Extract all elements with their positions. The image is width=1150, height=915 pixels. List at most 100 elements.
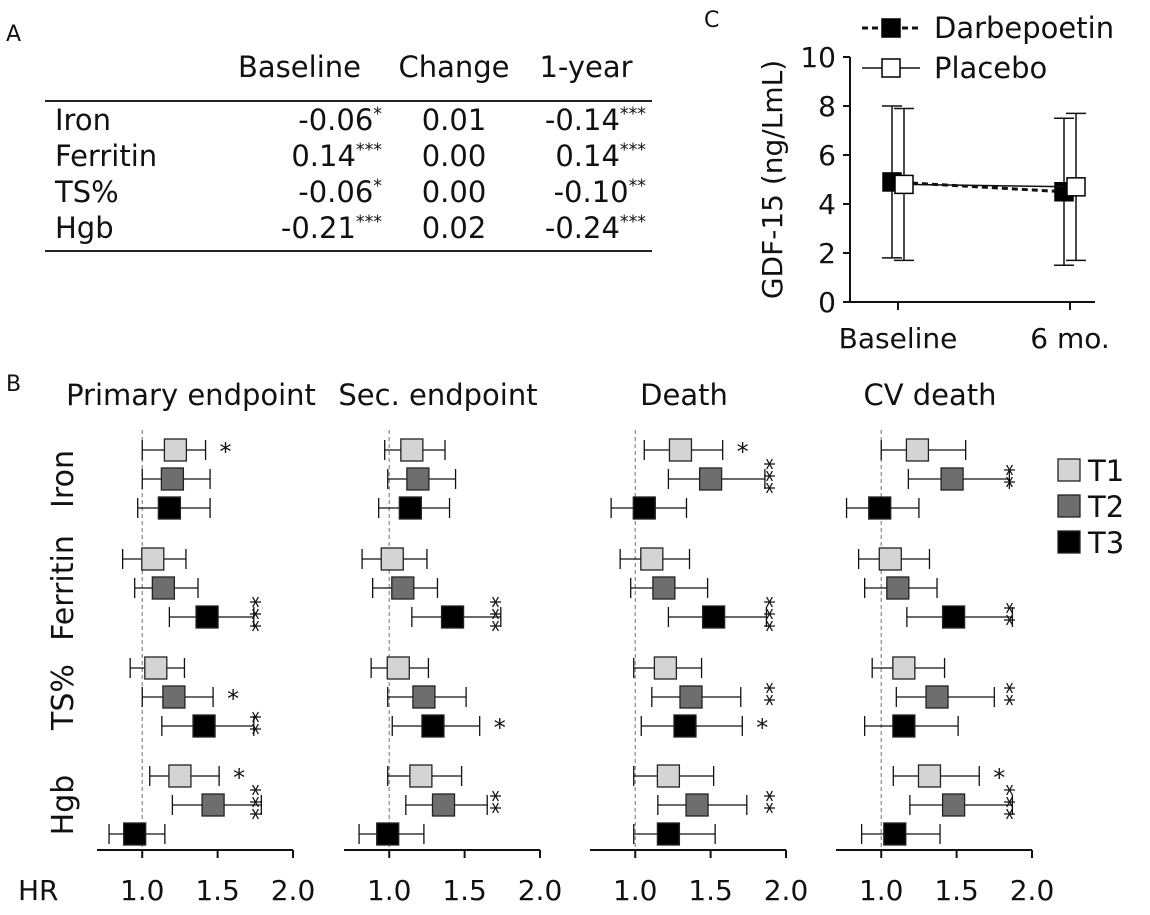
hr-point	[698, 467, 723, 491]
x-tick-label: 1.0	[613, 874, 658, 907]
legend-label: T1	[1087, 454, 1124, 488]
hr-point	[653, 656, 678, 680]
table-row-label: TS%	[55, 175, 119, 209]
table-header-row: Baseline Change 1-year	[45, 50, 652, 101]
y-tick-label: 6	[818, 139, 836, 172]
series-line	[891, 180, 1065, 194]
legend-swatch	[1057, 530, 1081, 554]
table-row-label: Iron	[45, 100, 211, 138]
significance-mark: ***	[760, 458, 788, 494]
table-cell: -0.10**	[553, 175, 646, 209]
significance-mark: **	[1000, 682, 1028, 706]
x-tick-label: 6 mo.	[1030, 322, 1110, 355]
significance-mark: **	[760, 682, 788, 706]
significance-mark: **	[1000, 464, 1028, 488]
table-cell: -0.06*	[211, 100, 388, 138]
significance-mark: ***	[1000, 784, 1028, 820]
y-tick-label: 2	[818, 237, 836, 270]
table-cell: -0.06*	[298, 175, 382, 209]
x-axis-label: HR	[18, 874, 59, 907]
facet-title: Sec. endpoint	[338, 378, 537, 412]
hr-point	[679, 685, 703, 709]
hr-point	[431, 793, 456, 817]
group-label: TS%	[46, 664, 81, 731]
significance-mark: **	[760, 790, 788, 814]
table-row: TS% -0.06* 0.00 -0.10**	[45, 174, 652, 210]
x-tick-label: Baseline	[839, 322, 958, 355]
hr-point	[886, 576, 910, 600]
hr-point	[168, 764, 192, 788]
legend-swatch	[1057, 458, 1081, 482]
table-row: Iron -0.06* 0.01 -0.14***	[45, 100, 652, 138]
significance-mark: *	[494, 714, 506, 742]
hr-point	[400, 438, 424, 462]
hr-point	[701, 605, 726, 629]
group-label: Hgb	[46, 775, 81, 836]
hr-point	[192, 714, 216, 738]
significance-mark: **	[1000, 602, 1028, 626]
hr-point	[656, 822, 681, 846]
hr-point	[878, 547, 902, 571]
x-tick-label: 1.5	[195, 874, 240, 907]
hr-point	[868, 496, 892, 520]
table-cell: 0.14***	[555, 139, 646, 173]
hr-point	[123, 822, 147, 846]
facet-title: Primary endpoint	[66, 378, 316, 412]
x-tick-label: 2.0	[1010, 874, 1055, 907]
table-cell: -0.14***	[520, 100, 652, 138]
table-cell: -0.24***	[520, 210, 652, 252]
y-tick-label: 0	[818, 286, 836, 319]
legend-label: T2	[1087, 490, 1124, 524]
hr-point	[141, 547, 165, 571]
hr-point	[163, 438, 188, 462]
x-tick-label: 2.0	[271, 874, 316, 907]
hr-point	[412, 685, 436, 709]
table-row: Ferritin 0.14*** 0.00 0.14***	[45, 138, 652, 174]
table-row: Hgb -0.21*** 0.02 -0.24***	[45, 210, 652, 252]
group-label: Ferritin	[46, 535, 81, 641]
table-row-label: Hgb	[45, 210, 211, 252]
y-tick-label: 4	[818, 188, 836, 221]
hr-point	[940, 467, 964, 491]
significance-mark: ***	[486, 596, 514, 632]
table-cell: 0.14***	[291, 139, 382, 173]
x-tick-label: 2.0	[764, 874, 809, 907]
legend-label: T3	[1087, 526, 1124, 560]
y-tick-label: 8	[818, 90, 836, 123]
hr-point	[673, 714, 697, 738]
legend-marker	[881, 18, 901, 38]
significance-mark: ***	[246, 596, 274, 632]
hr-point	[157, 496, 182, 520]
group-label: Iron	[46, 450, 81, 508]
legend-label: Placebo	[934, 51, 1047, 85]
correlation-table: Baseline Change 1-year Iron -0.06* 0.01 -0.…	[45, 50, 652, 252]
hr-point	[632, 496, 656, 520]
table-cell: 0.00	[421, 139, 487, 173]
hr-point	[941, 605, 966, 629]
panel-label-c: C	[704, 8, 720, 33]
hr-point	[151, 576, 175, 600]
hr-point	[386, 656, 410, 680]
significance-mark: *	[233, 764, 245, 792]
legend-label: Darbepoetin	[934, 11, 1114, 45]
hr-point	[883, 822, 907, 846]
hr-point	[160, 467, 185, 491]
legend-marker	[881, 58, 901, 78]
significance-mark: *	[993, 764, 1005, 792]
gdf15-line-chart: 0 2 4 6 8 10 Baseline 6 mo. GDF-15 (ng/LmL) Darbe…	[756, 11, 1114, 355]
significance-mark: *	[737, 438, 749, 466]
hr-point	[409, 764, 433, 788]
hr-point	[892, 714, 916, 738]
legend-swatch	[1057, 494, 1081, 518]
x-tick-label: 1.0	[367, 874, 412, 907]
panel-label-b: B	[6, 372, 22, 397]
hr-point	[391, 576, 415, 600]
facet-title: Death	[640, 378, 728, 412]
x-tick-label: 1.5	[442, 874, 487, 907]
forest-plot: Iron Ferritin TS% Hgb HR Primary endpoint 1.0 1…	[18, 378, 1124, 907]
data-point	[894, 174, 914, 195]
significance-mark: *	[227, 685, 239, 713]
hr-point	[685, 793, 709, 817]
hr-point	[656, 764, 681, 788]
hr-point	[925, 685, 949, 709]
